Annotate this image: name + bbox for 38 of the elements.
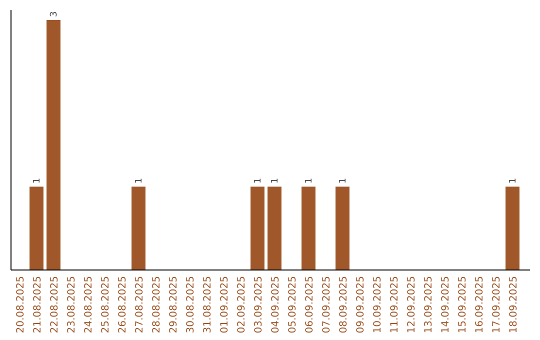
x-tick-label: 23.08.2025 [66,276,78,334]
x-tick-label: 22.08.2025 [50,276,60,334]
x-tick-label: 11.09.2025 [390,276,400,334]
x-tick-label: 25.08.2025 [100,276,112,334]
x-tick-label: 09.09.2025 [356,276,366,334]
data-label: 1 [254,178,264,184]
data-label: 3 [50,11,60,17]
x-tick-label: 16.09.2025 [474,276,486,334]
x-tick-label: 12.09.2025 [406,276,418,334]
x-tick-label: 04.09.2025 [270,276,282,334]
x-tick-label: 26.08.2025 [118,276,128,334]
x-tick-label: 30.08.2025 [186,276,196,334]
x-tick-label: 07.09.2025 [322,276,332,334]
x-tick-label: 21.08.2025 [32,276,44,334]
data-label: 1 [508,178,518,184]
x-tick-label: 29.08.2025 [168,276,180,334]
x-tick-label: 28.08.2025 [152,276,162,334]
x-tick-label: 14.09.2025 [440,276,452,334]
x-tick-label: 24.08.2025 [84,276,94,334]
x-tick-label: 01.09.2025 [220,276,230,334]
data-label: 1 [32,178,42,184]
x-tick-label: 05.09.2025 [288,276,298,334]
x-tick-label: 13.09.2025 [424,276,434,334]
x-tick-label: 03.09.2025 [254,276,264,334]
x-tick-label: 10.09.2025 [372,276,384,334]
x-tick-label: 02.09.2025 [236,276,248,334]
x-tick-label: 17.09.2025 [492,276,502,334]
x-tick-label: 31.08.2025 [202,276,214,334]
x-tick-label: 18.09.2025 [508,276,520,334]
data-label: 1 [134,178,144,184]
data-label: 1 [270,178,280,184]
x-tick-label: 27.08.2025 [134,276,146,334]
x-tick-label: 06.09.2025 [304,276,316,334]
x-tick-label: 15.09.2025 [458,276,468,334]
data-label: 1 [304,178,314,184]
data-label: 1 [338,178,348,184]
x-tick-label: 20.08.2025 [16,276,26,334]
x-tick-label: 08.09.2025 [338,276,350,334]
